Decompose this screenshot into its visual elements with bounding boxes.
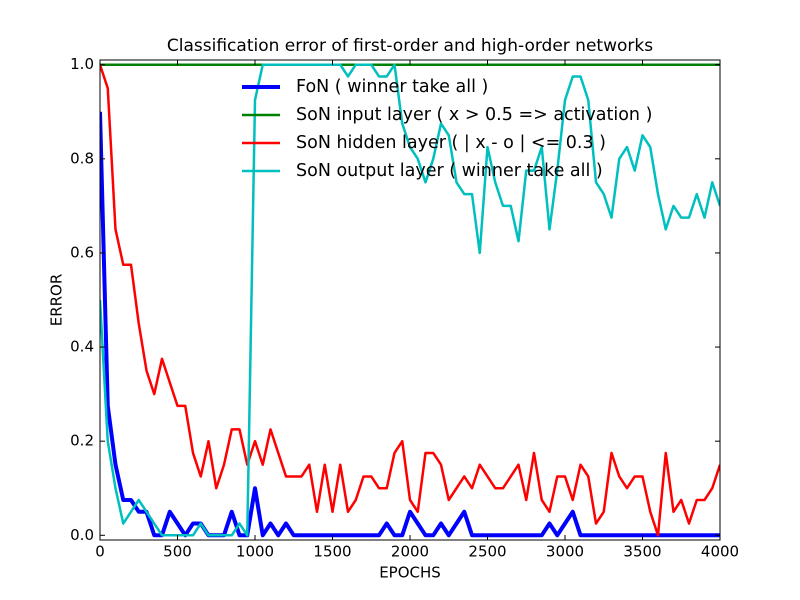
y-tick-label: 0.8	[70, 149, 94, 167]
y-tick-label: 0.4	[70, 338, 94, 356]
series-line	[100, 63, 720, 537]
x-tick-label: 3500	[623, 543, 661, 561]
y-tick-label: 0.0	[70, 526, 94, 544]
legend: FoN ( winner take all ) SoN input layer (…	[242, 77, 652, 181]
x-tick-label: 2500	[468, 543, 506, 561]
x-tick-label: 500	[163, 543, 192, 561]
y-tick-label: 0.6	[70, 243, 94, 261]
legend-label: SoN hidden layer ( | x - o | <= 0.3 )	[296, 133, 606, 153]
x-tick-label: 2000	[391, 543, 429, 561]
x-axis-label: EPOCHS	[379, 564, 441, 582]
chart-title: Classification error of first-order and …	[167, 36, 653, 56]
x-tick-label: 3000	[546, 543, 584, 561]
x-tick-label: 1500	[313, 543, 351, 561]
legend-label: FoN ( winner take all )	[296, 77, 488, 97]
y-tick-label: 0.2	[70, 432, 94, 450]
x-tick-label: 4000	[701, 543, 739, 561]
y-axis-label: ERROR	[48, 274, 66, 327]
x-tick-label: 0	[95, 543, 105, 561]
legend-label: SoN output layer ( winner take all )	[296, 161, 603, 181]
x-tick-label: 1000	[236, 543, 274, 561]
series-line	[100, 64, 720, 537]
legend-label: SoN input layer ( x > 0.5 => activation …	[296, 105, 652, 125]
y-tick-label: 1.0	[70, 55, 94, 73]
